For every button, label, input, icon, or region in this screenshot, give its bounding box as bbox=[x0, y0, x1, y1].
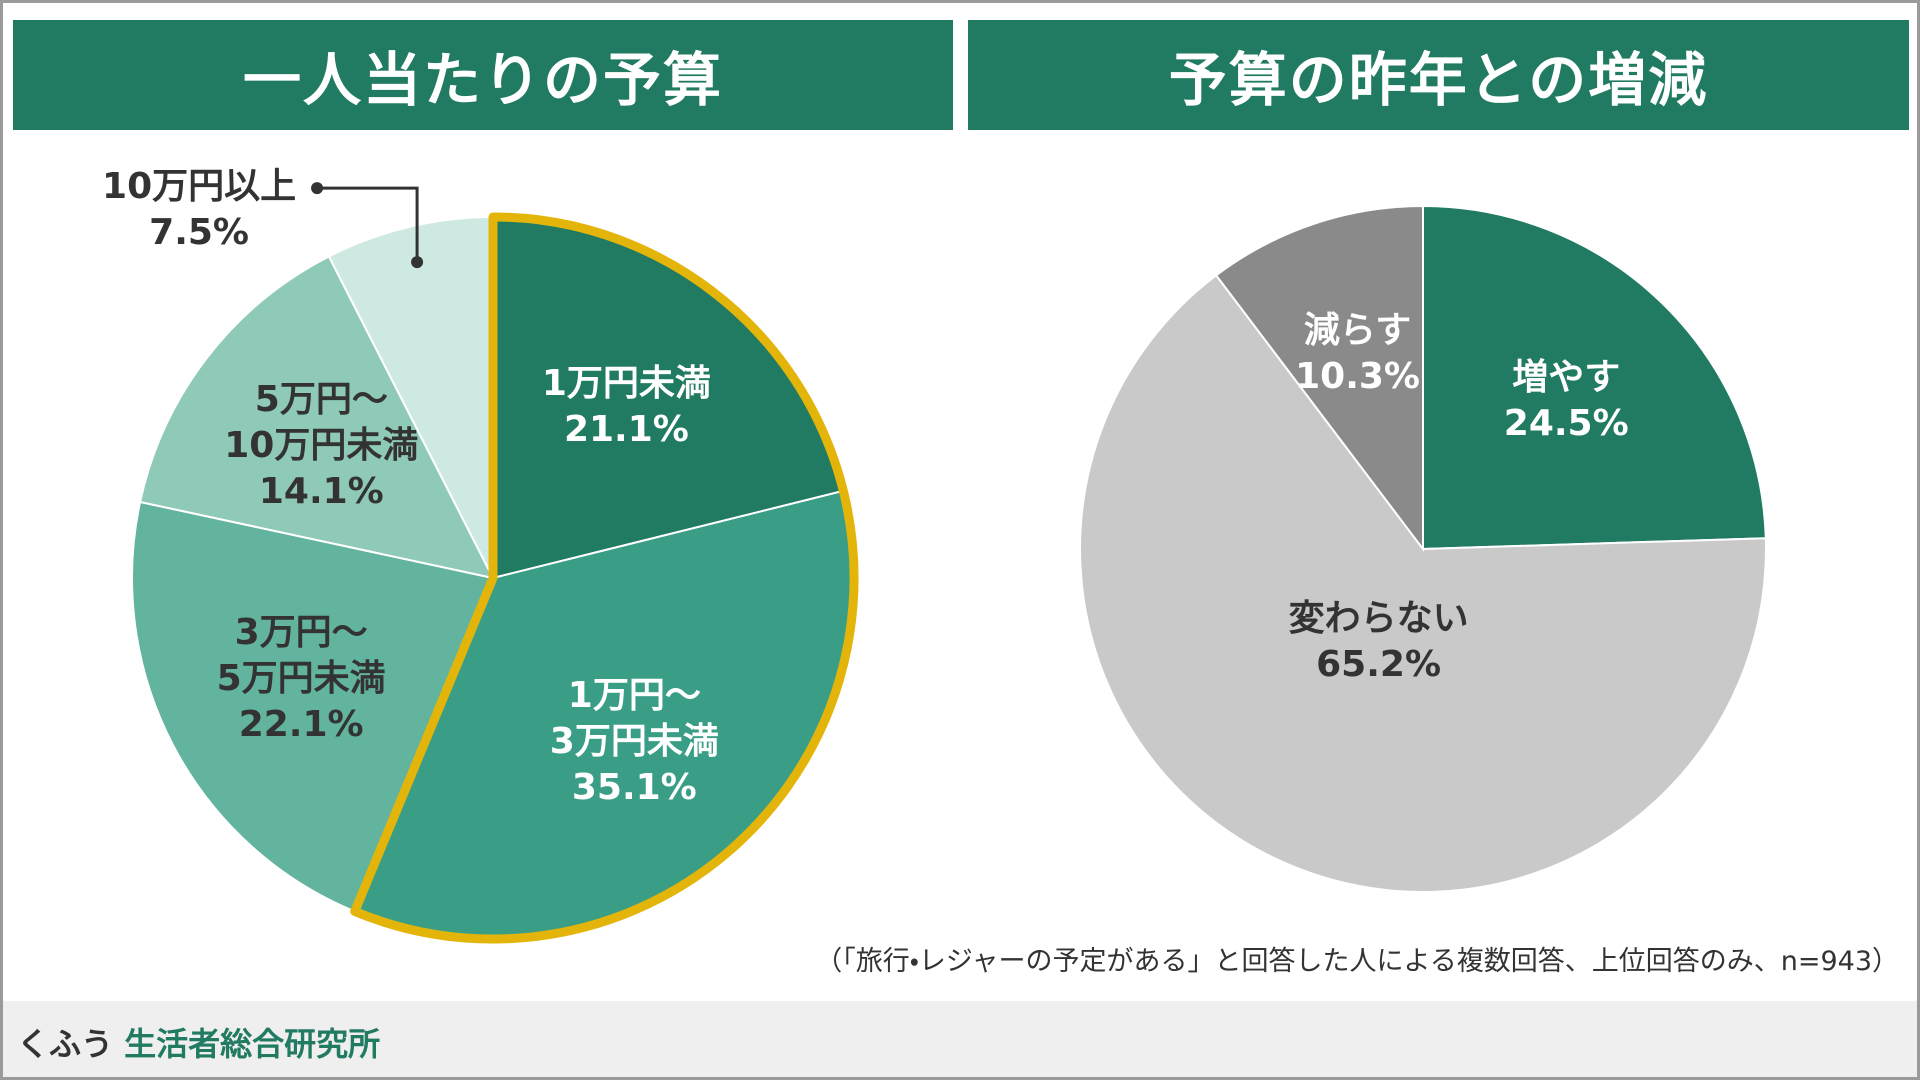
slice-label: 増やす 24.5% bbox=[1504, 355, 1629, 447]
category-label: 1万円未満 bbox=[541, 363, 711, 405]
charts bbox=[131, 182, 1767, 944]
chart-title: 一人当たりの予算 bbox=[13, 20, 953, 130]
category-label: 10万円以上 bbox=[102, 166, 297, 208]
category-label: 減らす bbox=[1303, 309, 1412, 351]
slice-label: 3万円～ 5万円未満 22.1% bbox=[217, 610, 386, 748]
leader-dot bbox=[311, 182, 324, 195]
category-label: 3万円～ 5万円未満 bbox=[216, 611, 386, 699]
leader-line bbox=[317, 186, 419, 263]
slice-label: 1万円～ 3万円未満 35.1% bbox=[550, 673, 719, 811]
footnote: （「旅行・レジャーの予定がある」と回答した人による複数回答、上位回答のみ、n=9… bbox=[815, 946, 1899, 977]
highlight-outline bbox=[350, 212, 859, 944]
chart-title: 予算の昨年との増減 bbox=[968, 20, 1909, 130]
brand-org: 生活者総合研究所 bbox=[124, 1025, 381, 1063]
pie-slice bbox=[1079, 273, 1767, 894]
category-label: 5万円～ 10万円未満 bbox=[224, 378, 419, 466]
value-label: 14.1% bbox=[258, 470, 384, 512]
value-label: 22.1% bbox=[238, 703, 364, 745]
value-label: 7.5% bbox=[149, 212, 249, 254]
brand: くふう 生活者総合研究所 bbox=[17, 1019, 380, 1065]
pie-slice bbox=[1422, 204, 1767, 551]
pie-slice bbox=[138, 255, 495, 580]
value-label: 21.1% bbox=[563, 409, 689, 451]
value-label: 24.5% bbox=[1503, 403, 1629, 445]
slice-label: 1万円未満 21.1% bbox=[542, 361, 711, 453]
value-label: 35.1% bbox=[571, 767, 697, 809]
brand-name: くふう bbox=[17, 1025, 114, 1063]
footer: くふう 生活者総合研究所 bbox=[3, 1001, 1917, 1077]
category-label: 1万円～ 3万円未満 bbox=[549, 675, 719, 763]
pie-slice bbox=[327, 215, 494, 579]
value-label: 10.3% bbox=[1295, 355, 1421, 397]
category-label: 変わらない bbox=[1288, 597, 1469, 639]
slice-label: 変わらない 65.2% bbox=[1289, 596, 1469, 688]
slice-label: 5万円～ 10万円未満 14.1% bbox=[224, 377, 418, 515]
slice-label: 10万円以上 7.5% bbox=[102, 164, 296, 256]
pie-slice bbox=[1214, 204, 1424, 552]
value-label: 65.2% bbox=[1316, 643, 1442, 685]
category-label: 増やす bbox=[1512, 357, 1621, 399]
pie-slice bbox=[131, 500, 495, 913]
leader-dot bbox=[411, 256, 424, 269]
slice-label: 減らす 10.3% bbox=[1295, 308, 1420, 400]
